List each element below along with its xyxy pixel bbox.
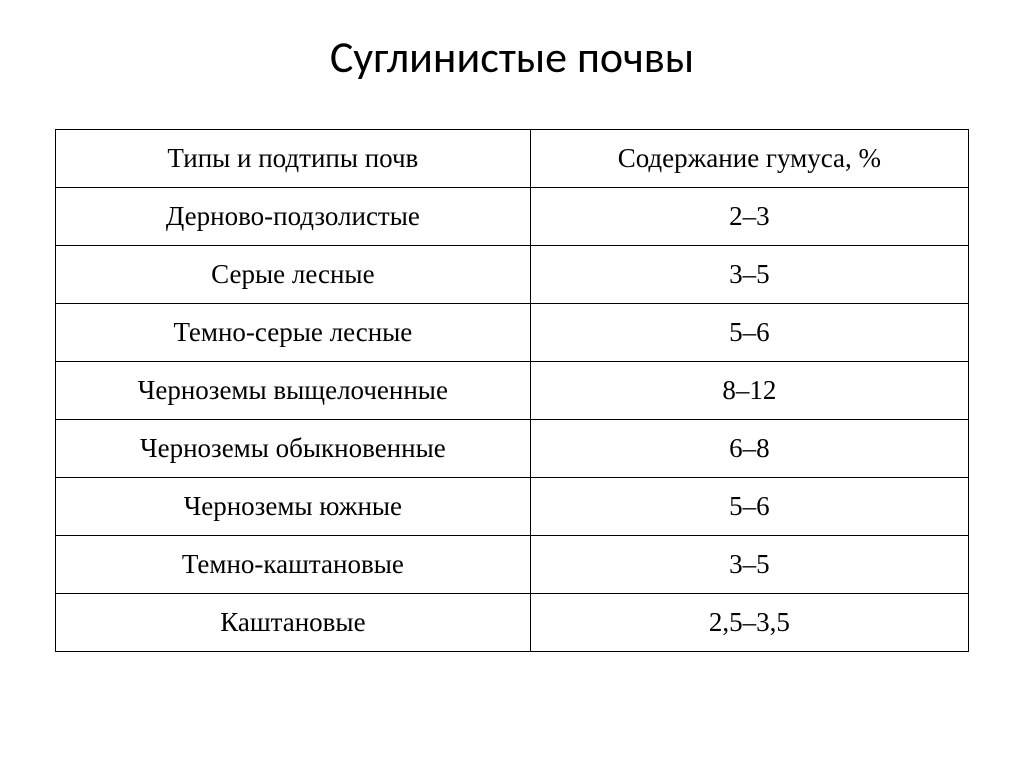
page-title: Суглинистые почвы (0, 30, 1024, 84)
header-cell-value: Содержание гумуса, % (530, 130, 968, 188)
table-row: Дерново-подзолистые 2–3 (56, 188, 969, 246)
cell-type: Черноземы южные (56, 478, 531, 536)
soil-table: Типы и подтипы почв Содержание гумуса, %… (55, 129, 969, 652)
cell-type: Темно-каштановые (56, 536, 531, 594)
header-cell-type: Типы и подтипы почв (56, 130, 531, 188)
cell-type: Дерново-подзолистые (56, 188, 531, 246)
table-row: Черноземы выщелоченные 8–12 (56, 362, 969, 420)
cell-value: 3–5 (530, 536, 968, 594)
cell-type: Темно-серые лесные (56, 304, 531, 362)
cell-type: Серые лесные (56, 246, 531, 304)
cell-value: 2,5–3,5 (530, 594, 968, 652)
table-row: Темно-серые лесные 5–6 (56, 304, 969, 362)
cell-value: 5–6 (530, 304, 968, 362)
table-row: Черноземы обыкновенные 6–8 (56, 420, 969, 478)
cell-type: Черноземы обыкновенные (56, 420, 531, 478)
table-row: Серые лесные 3–5 (56, 246, 969, 304)
cell-value: 2–3 (530, 188, 968, 246)
cell-value: 8–12 (530, 362, 968, 420)
table-row: Каштановые 2,5–3,5 (56, 594, 969, 652)
table-row: Темно-каштановые 3–5 (56, 536, 969, 594)
cell-type: Черноземы выщелоченные (56, 362, 531, 420)
cell-value: 3–5 (530, 246, 968, 304)
table-container: Типы и подтипы почв Содержание гумуса, %… (0, 129, 1024, 652)
table-header-row: Типы и подтипы почв Содержание гумуса, % (56, 130, 969, 188)
cell-value: 5–6 (530, 478, 968, 536)
cell-type: Каштановые (56, 594, 531, 652)
cell-value: 6–8 (530, 420, 968, 478)
table-row: Черноземы южные 5–6 (56, 478, 969, 536)
